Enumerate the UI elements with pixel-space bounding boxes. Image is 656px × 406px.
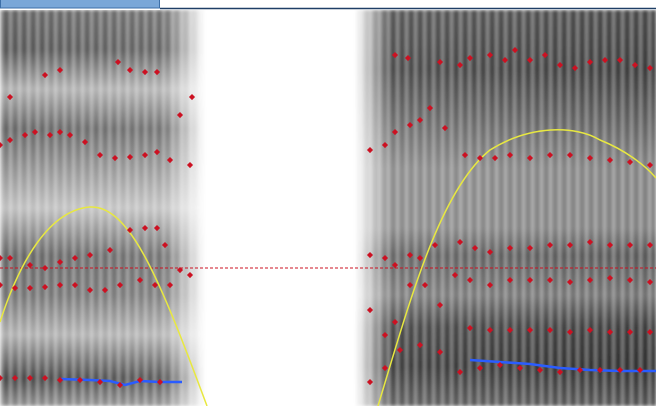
selection-box[interactable] — [0, 0, 160, 9]
top-bar — [0, 0, 656, 10]
fade-right — [355, 10, 656, 406]
fade-left — [0, 10, 205, 406]
top-bar-bg — [0, 0, 656, 9]
